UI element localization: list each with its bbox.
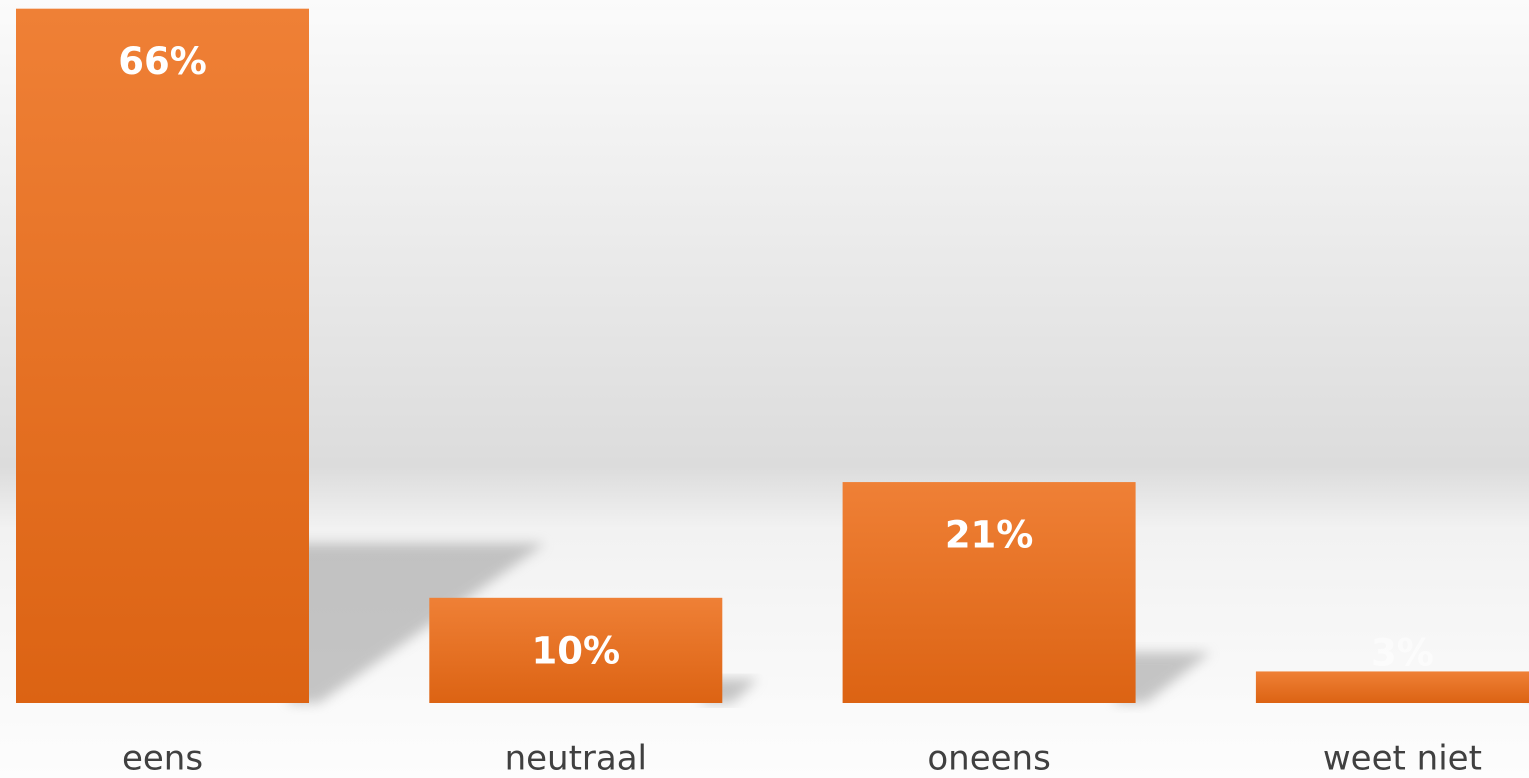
value-label: 66% [118, 40, 207, 83]
x-tick-label: weet niet [1323, 739, 1482, 778]
bar [16, 8, 309, 704]
bar-shadow [1115, 652, 1211, 703]
x-tick-label: neutraal [505, 739, 647, 778]
bar [842, 482, 1136, 703]
x-tick-label: eens [122, 739, 203, 778]
x-tick-label: oneens [927, 739, 1050, 778]
bar-shadow [289, 543, 546, 703]
value-label: 21% [945, 514, 1034, 557]
bar [429, 597, 723, 703]
value-label: 3% [1371, 632, 1434, 675]
bar [1255, 671, 1529, 703]
value-label: 10% [532, 629, 621, 672]
